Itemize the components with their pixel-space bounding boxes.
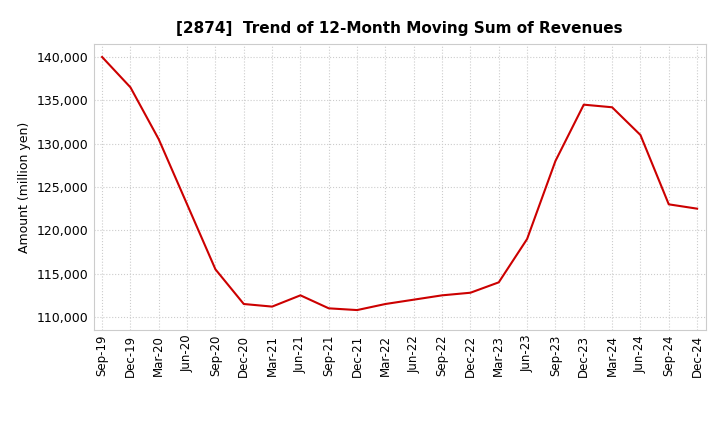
Y-axis label: Amount (million yen): Amount (million yen) xyxy=(19,121,32,253)
Title: [2874]  Trend of 12-Month Moving Sum of Revenues: [2874] Trend of 12-Month Moving Sum of R… xyxy=(176,21,623,36)
